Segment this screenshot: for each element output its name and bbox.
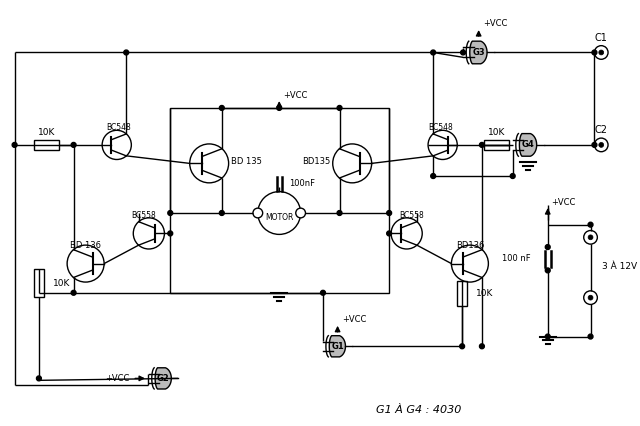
Circle shape — [545, 245, 550, 250]
Circle shape — [258, 192, 301, 234]
Bar — [484, 140, 509, 150]
Text: 100nF: 100nF — [289, 179, 315, 188]
Text: BD135: BD135 — [303, 157, 331, 166]
Circle shape — [431, 174, 436, 178]
Text: 100 nF: 100 nF — [502, 254, 530, 263]
Text: 10K: 10K — [488, 128, 505, 137]
Text: +VCC: +VCC — [105, 374, 129, 383]
Circle shape — [220, 106, 224, 110]
Text: G4: G4 — [522, 141, 534, 150]
Text: 10K: 10K — [38, 128, 56, 137]
Text: BD136: BD136 — [456, 241, 484, 250]
Text: BC548: BC548 — [106, 123, 131, 132]
Circle shape — [276, 106, 282, 110]
Circle shape — [592, 50, 597, 55]
Circle shape — [599, 50, 604, 55]
Circle shape — [321, 291, 325, 295]
Circle shape — [168, 231, 173, 236]
Text: BC558: BC558 — [399, 211, 424, 220]
Circle shape — [71, 142, 76, 147]
Circle shape — [36, 376, 42, 381]
Circle shape — [387, 210, 392, 216]
Bar — [457, 281, 467, 306]
Circle shape — [253, 208, 262, 218]
Text: G2: G2 — [157, 374, 170, 383]
Text: +VCC: +VCC — [552, 198, 576, 207]
Circle shape — [545, 268, 550, 273]
Circle shape — [479, 142, 484, 147]
Bar — [33, 269, 44, 296]
Circle shape — [387, 231, 392, 236]
Polygon shape — [155, 368, 172, 389]
Circle shape — [296, 208, 305, 218]
Polygon shape — [329, 336, 346, 357]
Text: BD 135: BD 135 — [230, 157, 262, 166]
Text: +VCC: +VCC — [283, 91, 307, 100]
Text: BD 136: BD 136 — [70, 241, 101, 250]
Circle shape — [460, 344, 465, 349]
Circle shape — [71, 291, 76, 295]
Circle shape — [584, 230, 597, 244]
Text: G1 À G4 : 4030: G1 À G4 : 4030 — [376, 405, 461, 414]
Text: BC548: BC548 — [428, 123, 453, 132]
Circle shape — [337, 106, 342, 110]
Text: 10K: 10K — [52, 279, 70, 288]
Circle shape — [545, 334, 550, 339]
Circle shape — [599, 142, 604, 147]
Text: +VCC: +VCC — [342, 314, 367, 323]
Text: G3: G3 — [472, 48, 485, 57]
Text: +VCC: +VCC — [484, 19, 508, 28]
Circle shape — [595, 46, 608, 59]
Text: 10K: 10K — [476, 289, 493, 298]
Circle shape — [588, 295, 593, 300]
Circle shape — [584, 291, 597, 305]
Circle shape — [124, 50, 129, 55]
Circle shape — [479, 344, 484, 349]
Polygon shape — [470, 41, 487, 64]
Circle shape — [588, 235, 593, 240]
Circle shape — [461, 50, 465, 55]
Circle shape — [168, 210, 173, 216]
Circle shape — [588, 334, 593, 339]
Text: 3 À 12V: 3 À 12V — [602, 262, 637, 271]
Text: BC558: BC558 — [132, 211, 156, 220]
Bar — [34, 140, 60, 150]
Polygon shape — [520, 134, 537, 156]
Circle shape — [12, 142, 17, 147]
Circle shape — [431, 50, 436, 55]
Circle shape — [220, 210, 224, 216]
Text: MOTOR: MOTOR — [265, 213, 293, 222]
Text: G1: G1 — [332, 342, 344, 351]
Circle shape — [595, 138, 608, 152]
Circle shape — [337, 210, 342, 216]
Bar — [170, 108, 389, 293]
Circle shape — [592, 142, 597, 147]
Text: C1: C1 — [595, 33, 607, 43]
Text: C2: C2 — [595, 125, 608, 135]
Circle shape — [588, 222, 593, 227]
Circle shape — [510, 174, 515, 178]
